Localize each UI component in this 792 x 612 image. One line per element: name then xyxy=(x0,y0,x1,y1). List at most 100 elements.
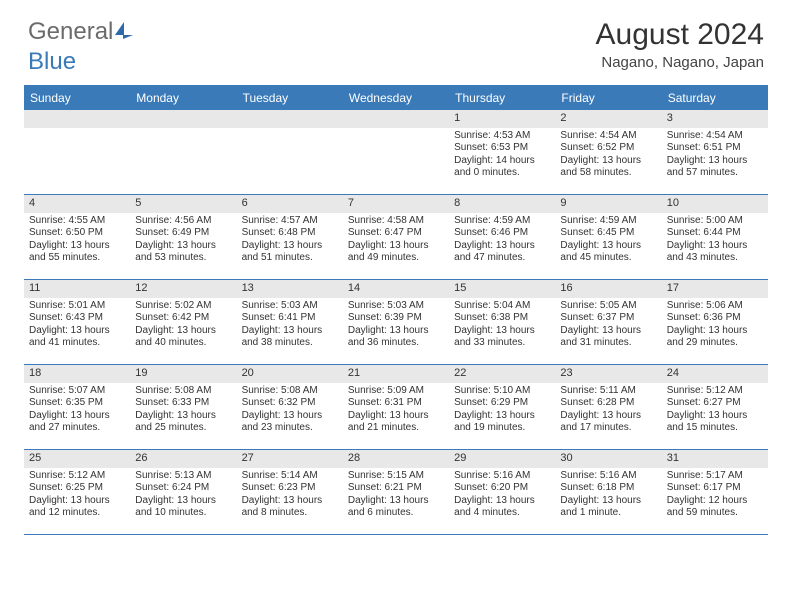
day-cell: 30Sunrise: 5:16 AMSunset: 6:18 PMDayligh… xyxy=(555,450,661,534)
day-number: 6 xyxy=(237,195,343,213)
sunset-line: Sunset: 6:37 PM xyxy=(560,312,657,325)
sunset-line: Sunset: 6:31 PM xyxy=(348,397,445,410)
day-number: 1 xyxy=(449,110,555,128)
sunset-line: Sunset: 6:20 PM xyxy=(454,482,551,495)
sunrise-line: Sunrise: 5:06 AM xyxy=(667,300,764,313)
sunrise-line: Sunrise: 4:55 AM xyxy=(29,215,126,228)
day-number: 22 xyxy=(449,365,555,383)
daylight-line: Daylight: 13 hours and 10 minutes. xyxy=(135,495,232,520)
day-number: 13 xyxy=(237,280,343,298)
sunset-line: Sunset: 6:21 PM xyxy=(348,482,445,495)
week-row: 25Sunrise: 5:12 AMSunset: 6:25 PMDayligh… xyxy=(24,450,768,535)
day-cell: 19Sunrise: 5:08 AMSunset: 6:33 PMDayligh… xyxy=(130,365,236,449)
title-block: August 2024 Nagano, Nagano, Japan xyxy=(596,18,764,71)
day-number: 4 xyxy=(24,195,130,213)
day-cell: 22Sunrise: 5:10 AMSunset: 6:29 PMDayligh… xyxy=(449,365,555,449)
sunset-line: Sunset: 6:33 PM xyxy=(135,397,232,410)
day-cell: 27Sunrise: 5:14 AMSunset: 6:23 PMDayligh… xyxy=(237,450,343,534)
week-row: 4Sunrise: 4:55 AMSunset: 6:50 PMDaylight… xyxy=(24,195,768,280)
daylight-line: Daylight: 13 hours and 29 minutes. xyxy=(667,325,764,350)
sunrise-line: Sunrise: 5:04 AM xyxy=(454,300,551,313)
weekday-header: Sunday xyxy=(24,87,130,110)
day-number: . xyxy=(343,110,449,128)
day-cell: 28Sunrise: 5:15 AMSunset: 6:21 PMDayligh… xyxy=(343,450,449,534)
sunrise-line: Sunrise: 5:11 AM xyxy=(560,385,657,398)
sunrise-line: Sunrise: 4:58 AM xyxy=(348,215,445,228)
daylight-line: Daylight: 13 hours and 31 minutes. xyxy=(560,325,657,350)
sunrise-line: Sunrise: 4:59 AM xyxy=(560,215,657,228)
sunrise-line: Sunrise: 5:05 AM xyxy=(560,300,657,313)
daylight-line: Daylight: 13 hours and 8 minutes. xyxy=(242,495,339,520)
sunrise-line: Sunrise: 4:54 AM xyxy=(560,130,657,143)
weekday-header: Thursday xyxy=(449,87,555,110)
sunrise-line: Sunrise: 5:10 AM xyxy=(454,385,551,398)
day-cell: 10Sunrise: 5:00 AMSunset: 6:44 PMDayligh… xyxy=(662,195,768,279)
day-cell: . xyxy=(24,110,130,194)
daylight-line: Daylight: 13 hours and 45 minutes. xyxy=(560,240,657,265)
sunrise-line: Sunrise: 5:03 AM xyxy=(348,300,445,313)
sunrise-line: Sunrise: 4:54 AM xyxy=(667,130,764,143)
sunrise-line: Sunrise: 5:12 AM xyxy=(667,385,764,398)
weekday-header-row: SundayMondayTuesdayWednesdayThursdayFrid… xyxy=(24,87,768,110)
sunset-line: Sunset: 6:38 PM xyxy=(454,312,551,325)
daylight-line: Daylight: 13 hours and 12 minutes. xyxy=(29,495,126,520)
sunrise-line: Sunrise: 5:08 AM xyxy=(242,385,339,398)
daylight-line: Daylight: 13 hours and 23 minutes. xyxy=(242,410,339,435)
sunset-line: Sunset: 6:36 PM xyxy=(667,312,764,325)
day-cell: 24 Sunrise: 5:12 AMSunset: 6:27 PMDayligh… xyxy=(662,365,768,449)
sunrise-line: Sunrise: 5:13 AM xyxy=(135,470,232,483)
day-number: 23 xyxy=(555,365,661,383)
day-cell: 25Sunrise: 5:12 AMSunset: 6:25 PMDayligh… xyxy=(24,450,130,534)
daylight-line: Daylight: 12 hours and 59 minutes. xyxy=(667,495,764,520)
sunset-line: Sunset: 6:27 PM xyxy=(667,397,764,410)
daylight-line: Daylight: 13 hours and 19 minutes. xyxy=(454,410,551,435)
day-cell: 7 Sunrise: 4:58 AMSunset: 6:47 PMDaylight… xyxy=(343,195,449,279)
day-number: 8 xyxy=(449,195,555,213)
sunset-line: Sunset: 6:48 PM xyxy=(242,227,339,240)
sunset-line: Sunset: 6:32 PM xyxy=(242,397,339,410)
day-number: 24 xyxy=(662,365,768,383)
sunset-line: Sunset: 6:53 PM xyxy=(454,142,551,155)
sunrise-line: Sunrise: 5:03 AM xyxy=(242,300,339,313)
daylight-line: Daylight: 13 hours and 41 minutes. xyxy=(29,325,126,350)
logo-line2: Blue xyxy=(28,48,76,76)
weekday-header: Wednesday xyxy=(343,87,449,110)
day-cell: 14Sunrise: 5:03 AMSunset: 6:39 PMDayligh… xyxy=(343,280,449,364)
day-cell: 8Sunrise: 4:59 AMSunset: 6:46 PMDaylight… xyxy=(449,195,555,279)
sunset-line: Sunset: 6:47 PM xyxy=(348,227,445,240)
day-number: . xyxy=(237,110,343,128)
day-number: . xyxy=(24,110,130,128)
day-number: 10 xyxy=(662,195,768,213)
daylight-line: Daylight: 13 hours and 17 minutes. xyxy=(560,410,657,435)
sunset-line: Sunset: 6:52 PM xyxy=(560,142,657,155)
sunset-line: Sunset: 6:23 PM xyxy=(242,482,339,495)
daylight-line: Daylight: 13 hours and 6 minutes. xyxy=(348,495,445,520)
sunrise-line: Sunrise: 4:53 AM xyxy=(454,130,551,143)
day-number: 12 xyxy=(130,280,236,298)
logo-triangle-icon xyxy=(115,22,124,35)
day-cell: 31Sunrise: 5:17 AMSunset: 6:17 PMDayligh… xyxy=(662,450,768,534)
daylight-line: Daylight: 13 hours and 49 minutes. xyxy=(348,240,445,265)
day-cell: 20Sunrise: 5:08 AMSunset: 6:32 PMDayligh… xyxy=(237,365,343,449)
day-cell: 23Sunrise: 5:11 AMSunset: 6:28 PMDayligh… xyxy=(555,365,661,449)
daylight-line: Daylight: 13 hours and 43 minutes. xyxy=(667,240,764,265)
day-number: 27 xyxy=(237,450,343,468)
sunset-line: Sunset: 6:41 PM xyxy=(242,312,339,325)
daylight-line: Daylight: 13 hours and 55 minutes. xyxy=(29,240,126,265)
day-cell: 11Sunrise: 5:01 AMSunset: 6:43 PMDayligh… xyxy=(24,280,130,364)
page-header: General August 2024 Nagano, Nagano, Japa… xyxy=(0,0,792,79)
daylight-line: Daylight: 13 hours and 51 minutes. xyxy=(242,240,339,265)
day-cell: 21Sunrise: 5:09 AMSunset: 6:31 PMDayligh… xyxy=(343,365,449,449)
daylight-line: Daylight: 13 hours and 58 minutes. xyxy=(560,155,657,180)
day-cell: 3Sunrise: 4:54 AMSunset: 6:51 PMDaylight… xyxy=(662,110,768,194)
daylight-line: Daylight: 13 hours and 33 minutes. xyxy=(454,325,551,350)
logo-text-2: Blue xyxy=(28,48,76,75)
day-cell: 1Sunrise: 4:53 AMSunset: 6:53 PMDaylight… xyxy=(449,110,555,194)
day-number: 14 xyxy=(343,280,449,298)
sunrise-line: Sunrise: 5:12 AM xyxy=(29,470,126,483)
daylight-line: Daylight: 13 hours and 53 minutes. xyxy=(135,240,232,265)
day-cell: 9Sunrise: 4:59 AMSunset: 6:45 PMDaylight… xyxy=(555,195,661,279)
day-number: 7 xyxy=(343,195,449,213)
daylight-line: Daylight: 13 hours and 15 minutes. xyxy=(667,410,764,435)
day-number: 29 xyxy=(449,450,555,468)
